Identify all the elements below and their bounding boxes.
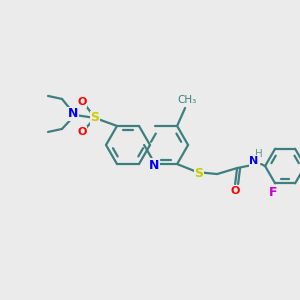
Text: S: S: [195, 167, 204, 180]
Text: O: O: [77, 97, 87, 107]
Text: O: O: [77, 127, 87, 137]
Text: F: F: [269, 186, 278, 199]
Text: N: N: [149, 159, 159, 172]
Text: N: N: [250, 156, 259, 166]
Text: S: S: [91, 111, 100, 124]
Text: O: O: [231, 186, 240, 196]
Text: CH₃: CH₃: [178, 95, 197, 105]
Text: N: N: [68, 107, 78, 120]
Text: H: H: [255, 149, 263, 159]
